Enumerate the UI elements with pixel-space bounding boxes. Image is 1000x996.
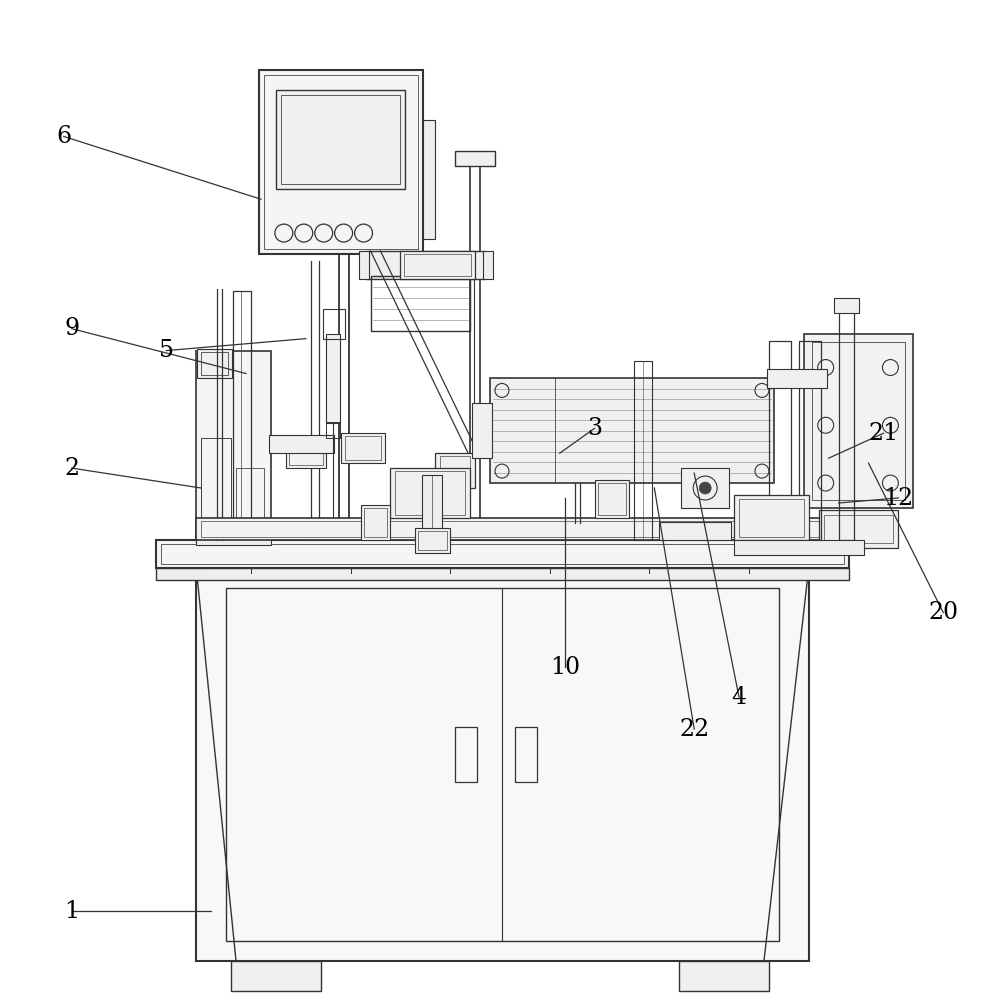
Bar (404, 254, 471, 276)
Bar (364, 508, 387, 537)
Bar (156, 540, 849, 568)
Bar (161, 544, 844, 564)
Bar (269, 435, 334, 453)
Bar (156, 568, 849, 580)
Bar (455, 727, 477, 782)
Bar (598, 483, 626, 515)
Bar (799, 341, 821, 540)
Text: 6: 6 (56, 124, 71, 148)
Bar (804, 334, 913, 508)
Bar (371, 276, 470, 331)
Bar (681, 468, 729, 508)
Bar (415, 528, 450, 553)
Bar (233, 291, 251, 540)
Bar (739, 499, 804, 537)
Bar (359, 251, 369, 279)
Bar (276, 90, 405, 189)
Text: 4: 4 (731, 685, 747, 709)
Bar (326, 422, 340, 438)
Bar (824, 515, 893, 543)
Bar (196, 568, 809, 961)
Text: 22: 22 (679, 717, 709, 741)
Bar (341, 433, 385, 463)
Bar (839, 306, 854, 540)
Bar (323, 309, 345, 339)
Bar (231, 961, 321, 991)
Bar (345, 436, 381, 460)
Bar (361, 505, 390, 540)
Bar (435, 453, 475, 488)
Bar (236, 468, 264, 528)
Bar (767, 369, 827, 388)
Bar (634, 361, 652, 540)
Bar (390, 468, 470, 518)
Bar (472, 403, 492, 458)
Bar (422, 475, 442, 530)
Bar (734, 540, 864, 555)
Text: 1: 1 (64, 899, 79, 923)
Bar (418, 531, 447, 550)
Circle shape (699, 482, 711, 494)
Bar (400, 251, 475, 279)
Bar (812, 342, 905, 500)
Bar (490, 378, 774, 483)
Bar (834, 298, 859, 313)
Bar (264, 75, 418, 249)
Bar (395, 471, 465, 515)
Bar (326, 334, 340, 423)
Bar (196, 518, 844, 540)
Text: 12: 12 (883, 486, 914, 510)
Text: 21: 21 (868, 421, 899, 445)
Bar (455, 151, 495, 166)
Bar (659, 522, 731, 540)
Bar (197, 349, 232, 378)
Text: 2: 2 (64, 456, 79, 480)
Bar (819, 510, 898, 548)
Text: 9: 9 (64, 317, 79, 341)
Text: 10: 10 (550, 655, 580, 679)
Bar (286, 443, 326, 468)
Bar (281, 95, 400, 184)
Bar (201, 438, 231, 533)
Bar (226, 588, 779, 941)
Bar (196, 351, 271, 540)
Text: 20: 20 (928, 601, 958, 624)
Bar (483, 251, 493, 279)
Bar (201, 352, 228, 375)
Bar (366, 251, 485, 279)
Bar (259, 70, 423, 254)
Bar (289, 446, 323, 465)
Text: 5: 5 (159, 339, 174, 363)
Bar (196, 535, 271, 545)
Bar (515, 727, 537, 782)
Bar (201, 521, 839, 537)
Text: 3: 3 (587, 416, 602, 440)
Bar (679, 961, 769, 991)
Bar (734, 495, 809, 540)
Bar (769, 341, 791, 540)
Bar (595, 480, 629, 518)
Bar (440, 456, 470, 485)
Bar (423, 120, 435, 239)
